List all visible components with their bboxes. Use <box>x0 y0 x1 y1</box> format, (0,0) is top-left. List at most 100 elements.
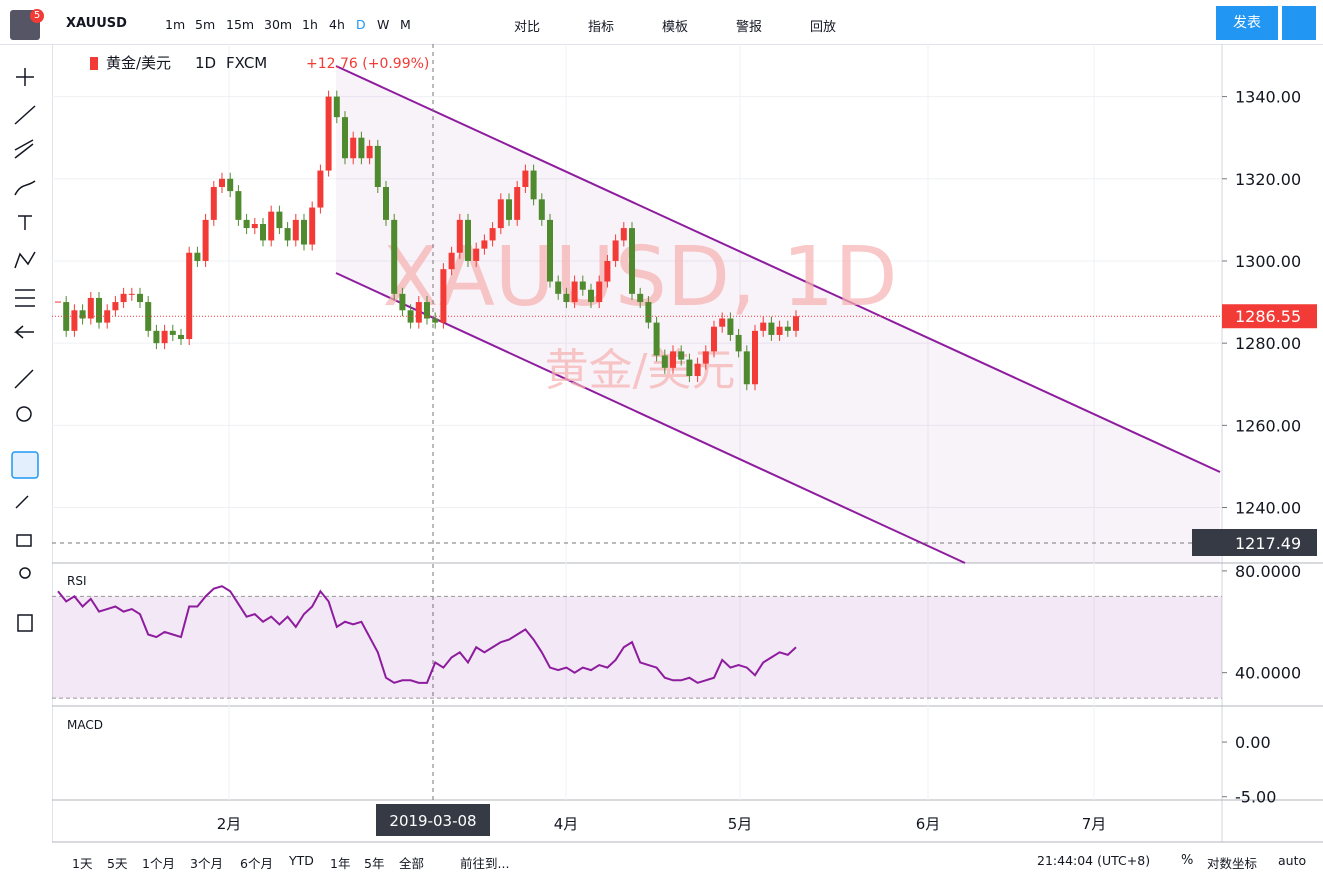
y-tick-label: 1240.00 <box>1235 499 1301 518</box>
top-bar <box>0 0 1323 45</box>
candle-body <box>186 252 193 340</box>
publish-button[interactable]: 发表 <box>1216 6 1278 40</box>
candle-body <box>645 302 652 323</box>
candle-body <box>784 326 791 331</box>
toolbar-button[interactable]: 模板 <box>662 20 689 35</box>
y-tick-label: 1260.00 <box>1235 416 1301 435</box>
candle-body <box>588 289 594 303</box>
interval-button[interactable]: 4h <box>329 17 345 32</box>
last-price-tag <box>1222 304 1317 329</box>
interval-button[interactable]: D <box>356 17 366 32</box>
interval-button[interactable]: 5m <box>195 17 216 32</box>
candle-body <box>350 137 357 159</box>
log-scale[interactable]: 对数坐标 <box>1207 856 1258 871</box>
candle-body <box>333 96 340 118</box>
candle-body <box>104 310 111 323</box>
y-tick-label: 1280.00 <box>1235 334 1301 353</box>
legend-interval: 1D <box>195 54 216 72</box>
symbol[interactable]: XAUUSD <box>66 16 127 31</box>
percent[interactable]: % <box>1181 853 1194 868</box>
y-tick-label: -5.00 <box>1235 788 1276 807</box>
range-button[interactable]: 全部 <box>399 856 425 871</box>
candle-body <box>686 359 693 377</box>
candle-body <box>653 322 660 356</box>
candle-body <box>137 293 143 303</box>
candle-body <box>391 219 398 294</box>
interval-button[interactable]: 30m <box>264 17 293 32</box>
range-button[interactable]: YTD <box>289 853 314 868</box>
candle-body <box>399 293 406 311</box>
toolbar-button[interactable]: 对比 <box>514 20 541 35</box>
y-tick-label: 80.0000 <box>1235 562 1301 581</box>
range-button[interactable]: 3个月 <box>190 856 223 871</box>
candle-body <box>743 351 750 385</box>
candle-body <box>694 363 701 377</box>
candle-body <box>227 178 234 192</box>
y-tick-label: 0.00 <box>1235 733 1271 752</box>
range-button[interactable]: 5天 <box>107 856 128 871</box>
candle-body <box>432 318 439 323</box>
interval-button[interactable]: 1m <box>165 17 186 32</box>
candle-body <box>776 326 783 335</box>
interval-button[interactable]: 1h <box>302 17 318 32</box>
candle-body <box>284 228 291 241</box>
rsi-band <box>52 596 1222 699</box>
range-button[interactable]: 6个月 <box>240 856 273 871</box>
interval-button[interactable]: M <box>400 17 411 32</box>
candle-body <box>522 170 529 188</box>
candle-body <box>96 297 102 323</box>
play-button[interactable] <box>1282 6 1316 40</box>
candle-body <box>448 252 455 270</box>
candle-body <box>219 178 225 188</box>
range-button[interactable]: 1年 <box>330 856 351 871</box>
candle-body <box>358 137 365 159</box>
auto-scale[interactable]: auto <box>1278 853 1307 868</box>
candle-body <box>793 316 799 331</box>
candle-body <box>735 334 742 352</box>
range-button[interactable]: 1个月 <box>142 856 175 871</box>
crosshair-date: 2019-03-08 <box>389 812 476 830</box>
last-price-label: 1286.55 <box>1235 307 1301 326</box>
candle-body <box>366 145 373 159</box>
candle-body <box>374 145 381 188</box>
candle-body <box>629 228 635 294</box>
candle-body <box>604 260 611 282</box>
candle-body <box>661 355 668 368</box>
candle-body <box>235 191 242 220</box>
candle-body <box>670 351 676 368</box>
candle-body <box>202 219 209 261</box>
toolbar-button[interactable]: 警报 <box>736 20 763 35</box>
candle-body <box>530 170 537 200</box>
toolbar-button[interactable]: 回放 <box>810 20 837 35</box>
candle-body <box>579 281 586 290</box>
candle-body <box>260 223 266 241</box>
y-tick-label: 40.0000 <box>1235 664 1301 683</box>
candle-body <box>481 240 488 249</box>
candle-body <box>702 351 709 364</box>
candle-body <box>637 293 644 303</box>
candle-body <box>514 187 521 220</box>
x-tick-label: 7月 <box>1082 815 1107 833</box>
macd-label: MACD <box>67 718 103 732</box>
candle-body <box>55 301 61 303</box>
candle-body <box>178 334 184 340</box>
left-tools <box>11 68 39 632</box>
range-button[interactable]: 1天 <box>72 856 93 871</box>
candle-body <box>325 96 332 171</box>
rsi-label: RSI <box>67 574 87 588</box>
toolbar-button[interactable]: 指标 <box>588 20 615 35</box>
x-tick-label: 5月 <box>728 815 753 833</box>
candle-body <box>555 281 562 294</box>
candle-body <box>563 293 570 303</box>
range-button[interactable]: 5年 <box>364 856 385 871</box>
candle-body <box>317 170 324 208</box>
interval-button[interactable]: W <box>377 17 390 32</box>
goto[interactable]: 前往到... <box>460 856 510 871</box>
interval-button[interactable]: 15m <box>226 17 255 32</box>
channel-line <box>335 65 1221 473</box>
candle-body <box>87 297 94 319</box>
candle-body <box>407 310 414 323</box>
candle-body <box>128 293 135 295</box>
candle-body <box>251 223 258 229</box>
